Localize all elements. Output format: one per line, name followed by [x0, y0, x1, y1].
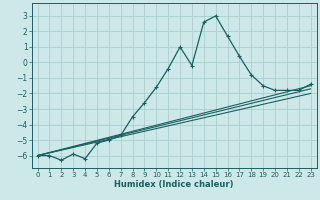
X-axis label: Humidex (Indice chaleur): Humidex (Indice chaleur): [114, 180, 234, 189]
